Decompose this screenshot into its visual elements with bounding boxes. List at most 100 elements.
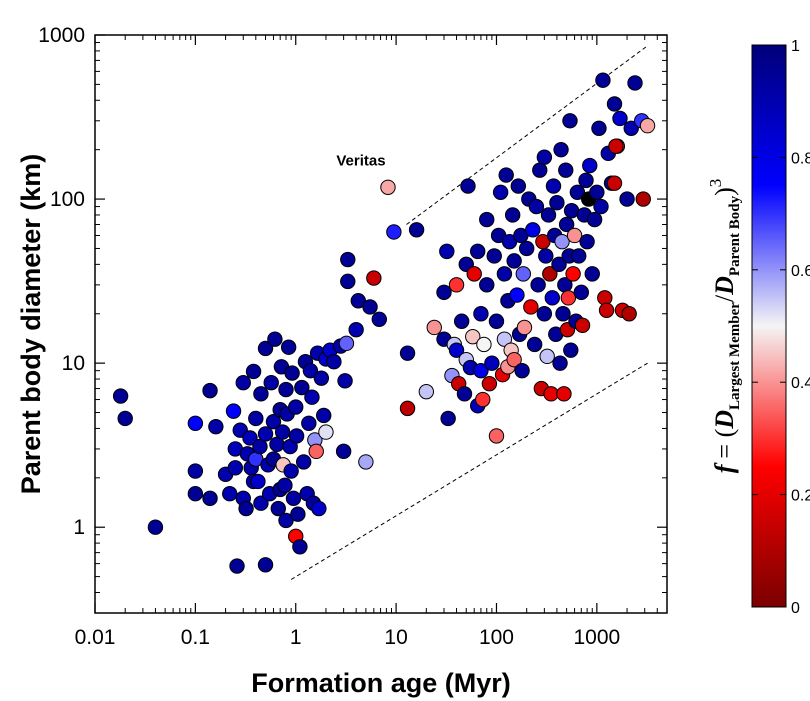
- x-tick-label: 0.01: [75, 626, 116, 649]
- data-point: [476, 336, 492, 353]
- data-point: [612, 110, 628, 127]
- y-tick-label: 1: [73, 516, 85, 539]
- data-point: [530, 277, 546, 293]
- data-point: [358, 454, 374, 470]
- data-point: [589, 184, 605, 200]
- data-point: [526, 336, 543, 353]
- data-point: [465, 328, 481, 345]
- data-point: [466, 266, 482, 282]
- data-point: [283, 463, 299, 479]
- data-point: [187, 415, 204, 431]
- data-point: [208, 418, 224, 435]
- data-point: [362, 299, 378, 315]
- data-point: [553, 141, 569, 158]
- data-point: [112, 388, 129, 404]
- data-point: [292, 539, 308, 555]
- data-point: [235, 374, 251, 391]
- cb-title-sub1: Largest Member: [727, 302, 743, 410]
- data-point: [238, 500, 254, 517]
- data-point: [348, 321, 364, 338]
- data-point: [481, 375, 498, 392]
- data-point: [639, 118, 656, 134]
- data-point: [595, 72, 611, 88]
- data-point: [488, 428, 505, 444]
- data-point: [473, 306, 489, 322]
- data-point: [288, 428, 305, 444]
- colorbar-title: f= (DLargest Member/DParent Body)3: [706, 179, 743, 474]
- x-tick-label: 100: [479, 626, 514, 649]
- data-point: [486, 248, 502, 264]
- data-point: [536, 306, 553, 322]
- data-point: [571, 248, 587, 264]
- data-point: [544, 290, 561, 306]
- cb-title-eq: = (: [710, 429, 739, 459]
- data-point: [302, 362, 319, 379]
- data-point: [488, 313, 505, 329]
- data-point: [554, 233, 570, 250]
- data-point: [257, 557, 274, 573]
- data-point: [318, 424, 334, 440]
- data-point: [227, 460, 244, 476]
- veritas-annotation: Veritas: [336, 152, 385, 169]
- data-point: [278, 381, 294, 398]
- data-point: [473, 362, 489, 379]
- data-point: [448, 342, 465, 358]
- data-point: [284, 365, 300, 381]
- cb-title-slash: /: [710, 294, 739, 302]
- data-point: [538, 248, 554, 264]
- data-point: [510, 178, 527, 194]
- data-point: [543, 386, 559, 402]
- data-point: [514, 362, 530, 379]
- data-points: [112, 72, 656, 574]
- data-point: [562, 113, 578, 129]
- data-point: [313, 370, 330, 386]
- data-point: [229, 558, 245, 574]
- data-point: [290, 506, 306, 522]
- data-point: [257, 426, 274, 442]
- y-tick-label: 10: [62, 352, 85, 375]
- colorbar-ticks: 0 0.2 0.4 0.6 0.8 1: [752, 38, 810, 617]
- data-point: [202, 382, 218, 399]
- data-point: [536, 149, 553, 165]
- data-point: [147, 519, 164, 535]
- data-point: [456, 386, 473, 402]
- x-tick-label: 0.1: [181, 626, 210, 649]
- data-point: [340, 273, 356, 290]
- data-point: [202, 490, 218, 507]
- data-point: [506, 253, 522, 269]
- data-point: [509, 287, 525, 303]
- data-point: [506, 351, 522, 368]
- y-axis: 1 10 100 1000: [38, 24, 667, 614]
- data-point: [525, 222, 541, 238]
- data-point: [253, 495, 269, 511]
- data-point: [469, 243, 486, 260]
- data-point: [498, 167, 514, 183]
- data-point: [515, 266, 531, 282]
- x-tick-label: 1000: [573, 626, 620, 649]
- data-point: [608, 138, 624, 154]
- data-point: [225, 403, 242, 419]
- data-point: [301, 415, 317, 431]
- x-axis: 0.01 0.1 1 10 100 1000: [75, 35, 668, 649]
- data-point: [295, 454, 312, 470]
- data-point: [551, 256, 567, 273]
- data-point: [528, 198, 545, 215]
- y-tick-label: 100: [50, 188, 85, 211]
- data-point: [496, 266, 513, 282]
- data-point: [586, 211, 603, 228]
- data-point: [563, 202, 580, 219]
- data-point: [448, 277, 465, 293]
- data-point: [566, 227, 583, 244]
- data-point: [606, 175, 623, 191]
- data-point: [418, 383, 435, 400]
- data-point: [386, 224, 402, 240]
- data-point: [540, 207, 557, 223]
- data-point: [593, 198, 609, 215]
- data-point: [380, 179, 396, 195]
- data-point: [453, 313, 470, 329]
- colorbar: [751, 44, 787, 608]
- data-point: [532, 162, 548, 178]
- data-point: [274, 424, 291, 440]
- data-point: [316, 407, 332, 424]
